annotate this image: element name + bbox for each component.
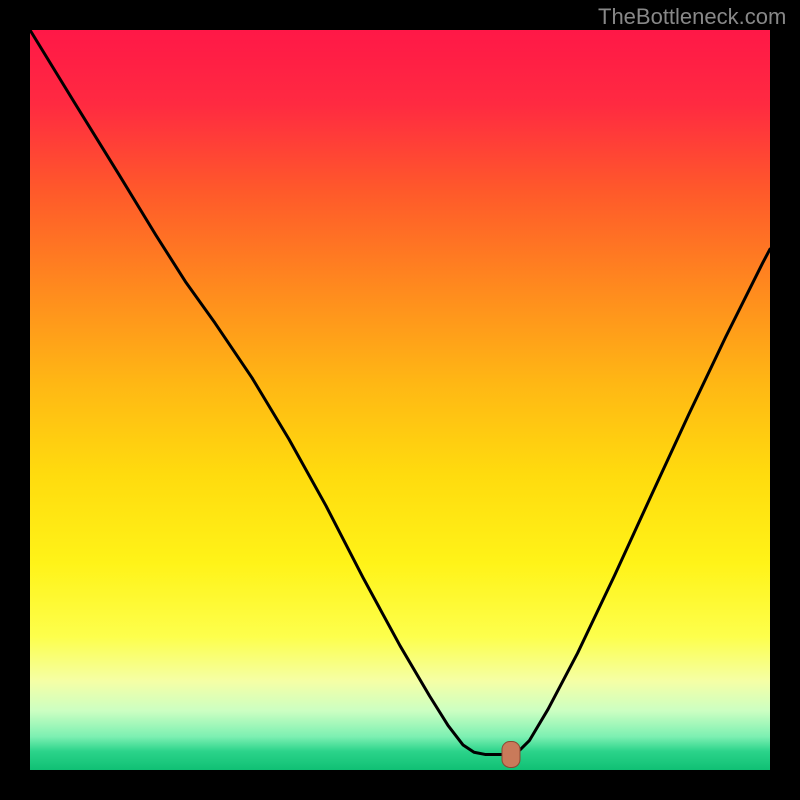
curve-marker <box>502 741 520 767</box>
bottleneck-chart <box>0 0 800 800</box>
plot-background <box>30 30 770 770</box>
watermark-label: TheBottleneck.com <box>598 4 786 30</box>
